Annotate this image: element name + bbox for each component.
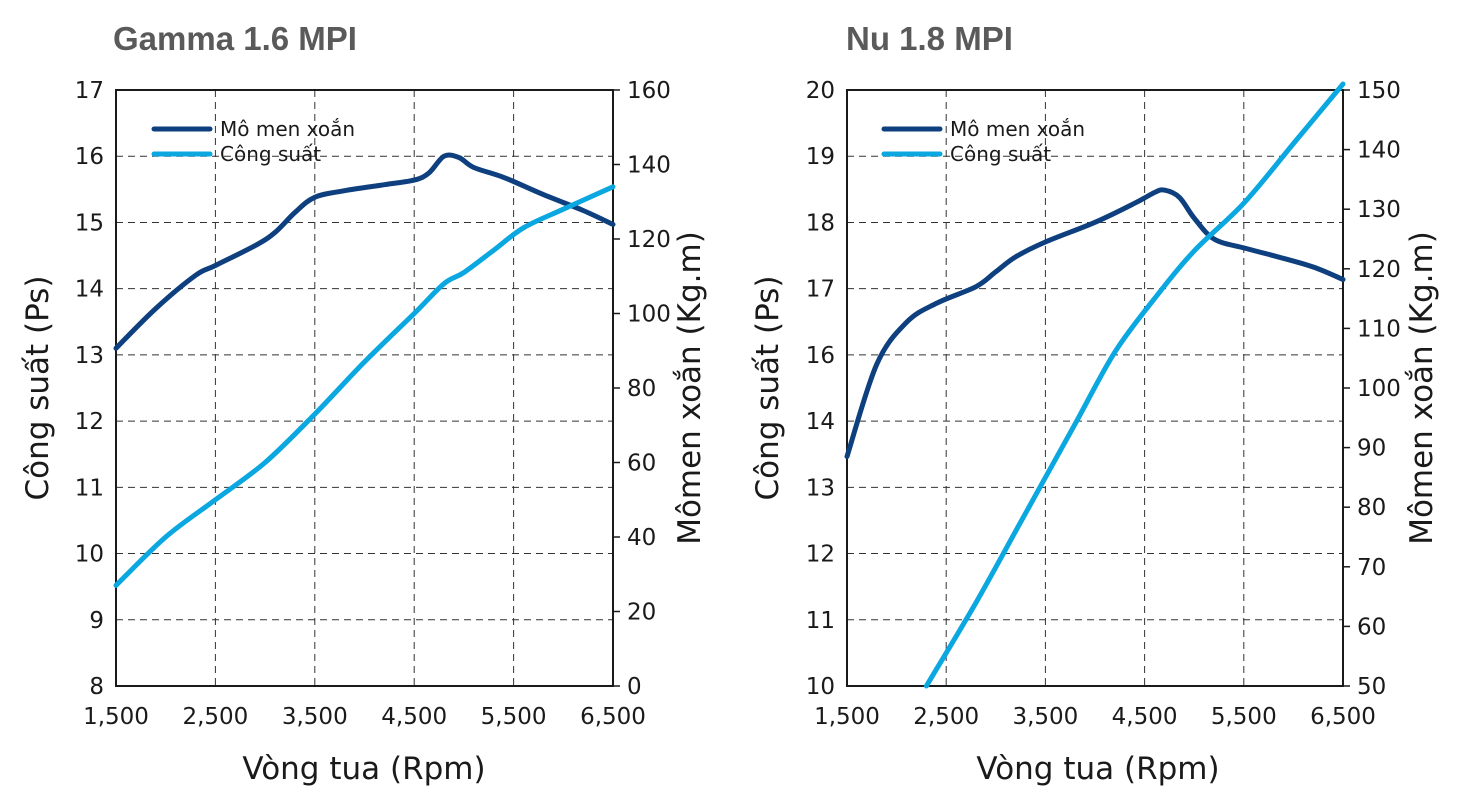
y-tick-label: 10 (75, 542, 104, 568)
legend-label-torque: Mô men xoắn (220, 117, 355, 141)
x-tick-label: 1,500 (814, 704, 880, 730)
chart-title: Gamma 1.6 MPI (113, 20, 357, 57)
y-tick-label: 11 (75, 475, 104, 501)
y-tick-label: 10 (806, 674, 835, 700)
y2-tick-label: 130 (1357, 197, 1401, 223)
x-axis-label: Vòng tua (Rpm) (976, 751, 1219, 787)
y2-tick-label: 60 (627, 451, 656, 477)
y2-axis-label: Mômen xoắn (Kg.m) (672, 231, 708, 545)
y2-axis-ticks: 50 60 70 80 90 100 110 120 130 140 150 (1343, 78, 1401, 700)
x-tick-label: 3,500 (1012, 704, 1078, 730)
y2-tick-label: 80 (627, 376, 656, 402)
x-axis-label: Vòng tua (Rpm) (242, 751, 485, 787)
x-tick-label: 5,500 (1211, 704, 1277, 730)
y2-axis-ticks: 0 20 40 60 80 100 120 140 160 (613, 78, 671, 700)
series-line-torque (844, 187, 1346, 459)
series-line-power (113, 184, 616, 588)
x-axis-ticks: 1,500 2,500 3,500 4,500 5,500 6,500 (83, 704, 646, 730)
x-tick-label: 6,500 (1310, 704, 1376, 730)
series-line-torque (113, 152, 616, 351)
y-tick-label: 11 (806, 608, 835, 634)
y2-tick-label: 90 (1357, 436, 1386, 462)
y2-tick-label: 110 (1357, 316, 1401, 342)
grid (847, 90, 1343, 686)
y2-tick-label: 100 (627, 302, 671, 328)
y2-axis-label: Mômen xoắn (Kg.m) (1404, 231, 1440, 545)
y2-tick-label: 0 (627, 674, 642, 700)
y-tick-label: 14 (75, 277, 104, 303)
y2-tick-label: 20 (627, 600, 656, 626)
y-axis-ticks: 10 11 12 13 14 16 17 18 19 20 (806, 78, 835, 700)
series-layer (844, 81, 1346, 689)
x-tick-label: 4,500 (381, 704, 447, 730)
y2-tick-label: 120 (1357, 257, 1401, 283)
y-tick-label: 16 (75, 144, 104, 170)
y-axis-ticks: 8 9 10 11 12 13 14 15 16 17 (75, 78, 104, 700)
y-tick-label: 8 (89, 674, 104, 700)
y-tick-label: 19 (806, 144, 835, 170)
x-tick-label: 1,500 (83, 704, 149, 730)
chart-nu: Nu 1.8 MPI 1,500 2,500 3,500 4,500 5,500 6,50… (750, 20, 1440, 787)
y-tick-label: 13 (75, 343, 104, 369)
y-tick-label: 13 (806, 475, 835, 501)
series-line-power (923, 81, 1346, 689)
y-tick-label: 9 (89, 608, 104, 634)
chart-title: Nu 1.8 MPI (846, 20, 1013, 57)
y2-tick-label: 40 (627, 525, 656, 551)
y-tick-label: 20 (806, 78, 835, 104)
legend-label-torque: Mô men xoắn (950, 117, 1085, 141)
x-tick-label: 2,500 (913, 704, 979, 730)
y2-tick-label: 140 (1357, 138, 1401, 164)
y2-tick-label: 60 (1357, 614, 1386, 640)
x-tick-label: 6,500 (580, 704, 646, 730)
legend-label-power: Công suất (220, 142, 321, 166)
grid (116, 90, 613, 686)
y2-tick-label: 80 (1357, 495, 1386, 521)
y2-tick-label: 150 (1357, 78, 1401, 104)
x-tick-label: 2,500 (182, 704, 248, 730)
y-tick-label: 18 (806, 210, 835, 236)
y2-tick-label: 160 (627, 78, 671, 104)
y-axis-label: Công suất (Ps) (20, 275, 56, 500)
legend: Mô men xoắn Công suất (151, 117, 355, 166)
y-tick-label: 14 (806, 409, 835, 435)
y-tick-label: 17 (806, 277, 835, 303)
legend-label-power: Công suất (950, 142, 1051, 166)
y-tick-label: 12 (806, 542, 835, 568)
plot-frame (115, 89, 614, 687)
y-tick-label: 12 (75, 409, 104, 435)
y2-tick-label: 100 (1357, 376, 1401, 402)
x-axis-ticks: 1,500 2,500 3,500 4,500 5,500 6,500 (814, 704, 1376, 730)
y2-tick-label: 70 (1357, 555, 1386, 581)
y-tick-label: 15 (75, 210, 104, 236)
x-tick-label: 3,500 (282, 704, 348, 730)
chart-gamma: Gamma 1.6 MPI 1,500 2,500 3,500 4,500 5,500 6… (20, 20, 708, 787)
x-tick-label: 5,500 (481, 704, 547, 730)
x-tick-label: 4,500 (1112, 704, 1178, 730)
y2-tick-label: 140 (627, 153, 671, 179)
y-tick-label: 17 (75, 78, 104, 104)
y-tick-label: 16 (806, 343, 835, 369)
series-layer (113, 152, 616, 588)
y-axis-label: Công suất (Ps) (750, 275, 786, 500)
legend: Mô men xoắn Công suất (881, 117, 1085, 166)
y2-tick-label: 120 (627, 227, 671, 253)
y2-tick-label: 50 (1357, 674, 1386, 700)
